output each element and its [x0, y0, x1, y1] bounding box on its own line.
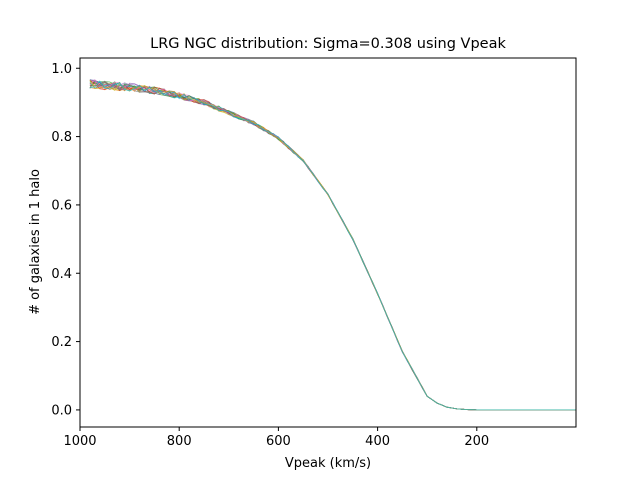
y-axis: 0.0 0.2 0.4 0.6 0.8 1.0: [51, 62, 80, 418]
series-line: [89, 84, 576, 411]
series-line: [89, 80, 576, 411]
x-tick-label: 200: [464, 434, 489, 449]
series-line: [89, 79, 576, 411]
y-tick-label: 0.2: [51, 335, 72, 350]
y-tick-label: 0.8: [51, 130, 72, 145]
series-line: [89, 79, 576, 411]
plot-frame: [79, 57, 577, 428]
series-line: [89, 80, 576, 411]
series-line: [89, 82, 576, 411]
series-line: [89, 79, 576, 411]
x-tick-label: 400: [365, 434, 390, 449]
x-axis: 1000 800 600 400 200: [63, 427, 489, 449]
series-line: [89, 80, 576, 411]
series-line: [89, 81, 576, 411]
series-group: [89, 79, 576, 411]
series-line: [89, 79, 576, 411]
series-line: [89, 80, 576, 411]
y-tick-label: 0.0: [51, 403, 72, 418]
series-line: [89, 80, 576, 411]
series-line: [89, 79, 576, 411]
x-tick-label: 800: [167, 434, 192, 449]
y-tick-label: 0.6: [51, 198, 72, 213]
x-axis-label: Vpeak (km/s): [285, 456, 371, 471]
y-tick-label: 0.4: [51, 267, 72, 282]
series-line: [89, 80, 576, 411]
series-line: [89, 79, 576, 411]
series-line: [89, 79, 576, 411]
y-axis-label: # of galaxies in 1 halo: [28, 169, 43, 315]
chart-title: LRG NGC distribution: Sigma=0.308 using …: [150, 36, 506, 52]
series-line: [89, 80, 576, 411]
series-line: [89, 82, 576, 411]
x-tick-label: 600: [266, 434, 291, 449]
series-line: [89, 81, 576, 411]
x-tick-label: 1000: [63, 434, 96, 449]
y-tick-label: 1.0: [51, 62, 72, 77]
series-line: [89, 79, 576, 411]
